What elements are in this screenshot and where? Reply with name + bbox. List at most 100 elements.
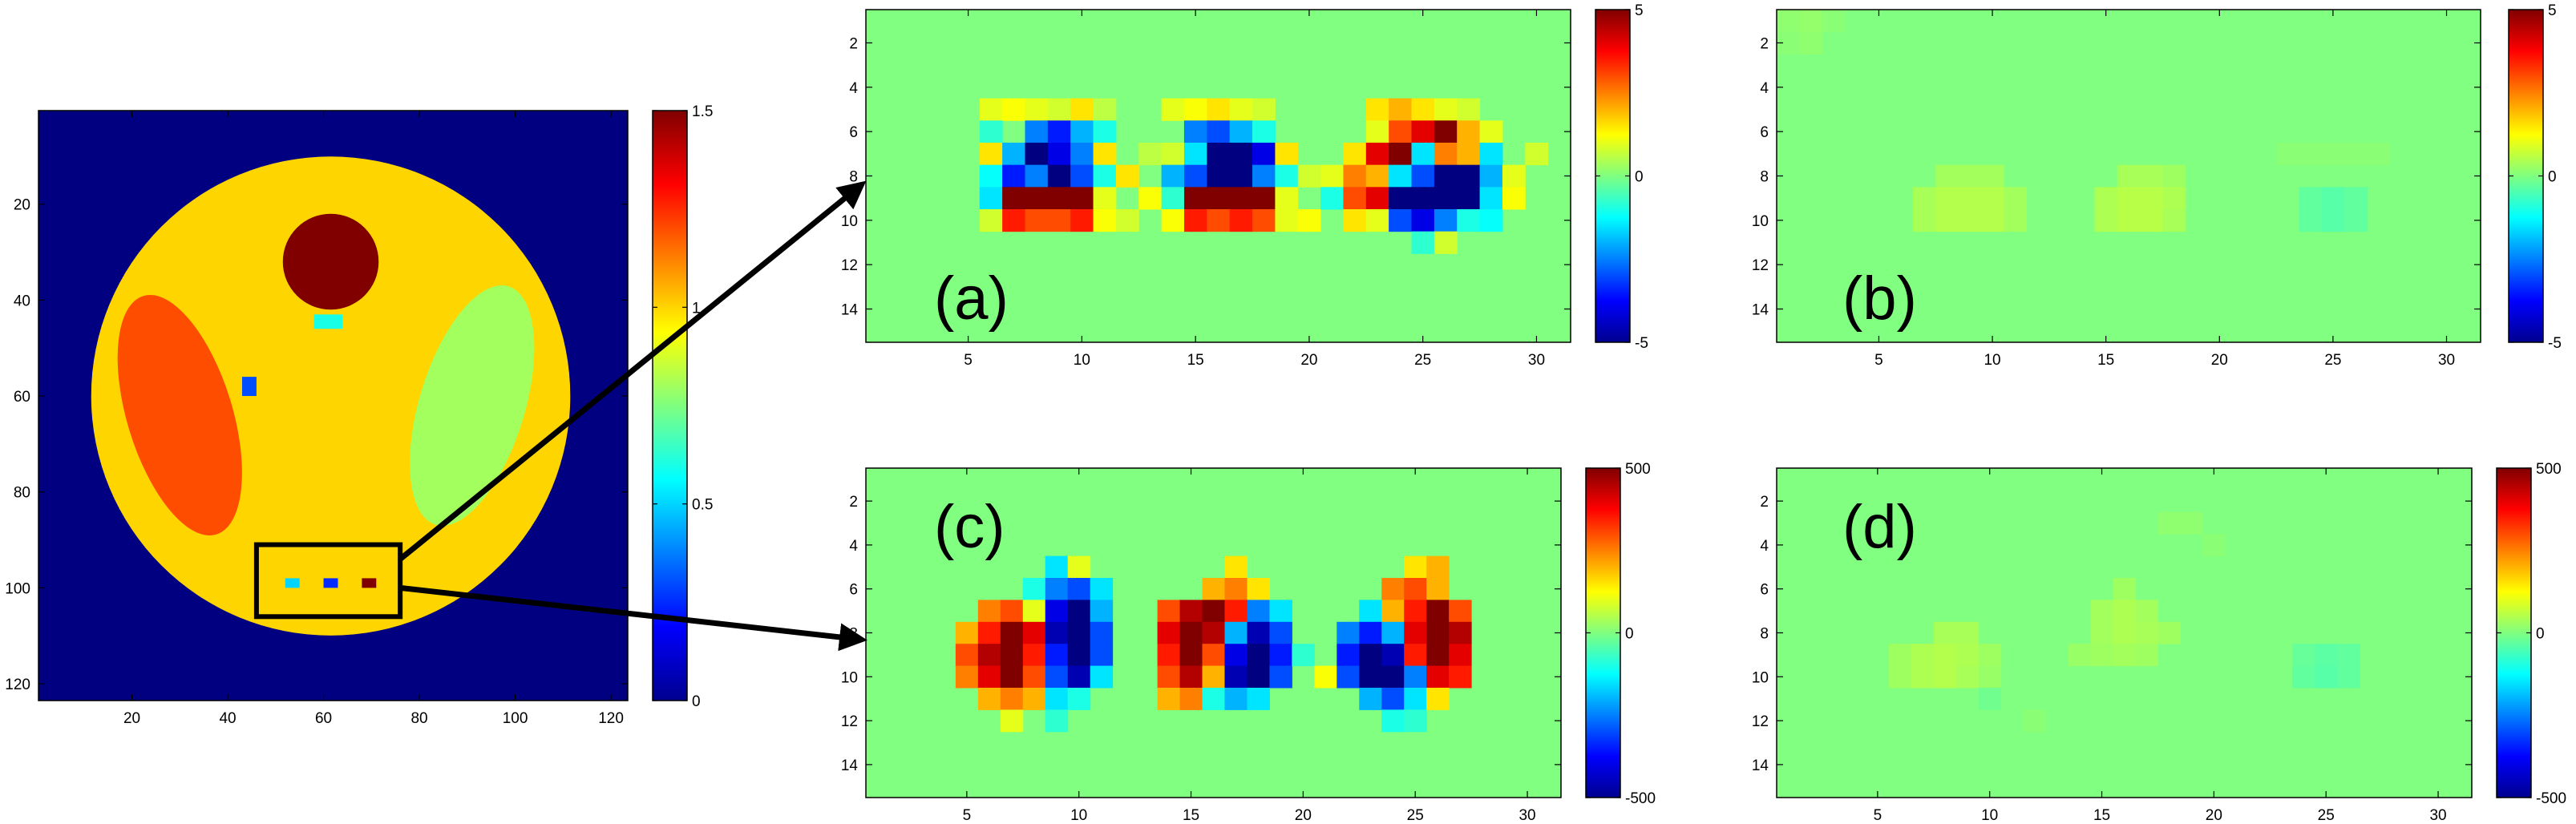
y-tick-label: 8	[1760, 626, 1769, 643]
panel-a-cell	[979, 120, 1003, 143]
panel-b-cell	[2321, 209, 2345, 232]
panel-c-cell	[955, 621, 979, 644]
panel-a-cell	[1183, 143, 1207, 166]
panel-b-cell	[1935, 164, 1959, 188]
y-tick-label: 6	[1760, 582, 1769, 599]
panel-a-cell	[1070, 143, 1094, 166]
panel-c-cell	[1157, 600, 1181, 623]
panel-c-cell	[1202, 688, 1225, 710]
panel-c-cell	[1449, 621, 1472, 644]
panel-a-cell	[1320, 164, 1344, 188]
panel-c-cell	[1022, 665, 1046, 689]
panel-c-cell	[1022, 600, 1046, 623]
panel-a-cell	[1070, 120, 1094, 143]
panel-c-cell	[1247, 578, 1270, 600]
panel-a-cell	[1434, 98, 1458, 121]
panel-a-cell	[1025, 98, 1049, 121]
panel-a-cell	[1457, 164, 1481, 188]
panel-a-cell	[1389, 120, 1413, 143]
panel-a-cell	[979, 209, 1003, 232]
panel-c-cell	[1292, 644, 1315, 667]
panel-a-cell	[1434, 164, 1458, 188]
x-tick-label: 10	[1074, 352, 1090, 369]
colorbar-tick-label: 0	[2536, 626, 2545, 643]
panel-c-cell	[1067, 555, 1091, 579]
panel-a-cell	[1275, 209, 1299, 232]
panel-b-cell	[2140, 187, 2163, 210]
panel-a-cell	[1047, 143, 1071, 166]
panel-a-cell	[1297, 164, 1321, 188]
panel-a-cell	[1297, 209, 1321, 232]
panel-d-cell	[2090, 621, 2114, 644]
panel-c-cell	[1067, 621, 1091, 644]
panel-a-cell	[1229, 209, 1253, 232]
panel-a-cell	[1229, 164, 1253, 188]
panel-c-cell	[1426, 600, 1450, 623]
panel-b-cell	[2162, 164, 2186, 188]
colorbar-tick-label: 0	[1635, 169, 1644, 186]
panel-b-heatmap	[1777, 10, 2481, 342]
panel-c-cell	[1000, 688, 1024, 710]
zoom-annotations	[253, 180, 867, 652]
panel-c-cell	[1269, 621, 1292, 644]
panel-c-cell	[1000, 600, 1024, 623]
panel-c-cell	[1090, 665, 1114, 689]
panel-c-cell	[1045, 578, 1069, 600]
y-tick-label: 12	[1752, 257, 1769, 274]
panel-b-label: (b)	[1842, 265, 1917, 333]
panel-c-cell	[1359, 665, 1382, 689]
panel-c-cell	[1449, 665, 1472, 689]
panel-a-cell	[1434, 231, 1458, 254]
x-tick-label: 15	[1183, 807, 1199, 824]
y-tick-label: 10	[841, 669, 858, 686]
panel-d-cell	[1955, 665, 1980, 689]
x-tick-label: 120	[598, 710, 624, 727]
panel-d-cell	[2315, 644, 2338, 667]
panel-c-cell	[1045, 644, 1069, 667]
panel-a: 5 10 15 20 25 30 2 4 6 8 10 12 14 -5 0 5 (a)	[841, 2, 1648, 369]
panel-b-cell	[2299, 143, 2323, 166]
panel-d-cell	[2292, 644, 2315, 667]
panel-a-cell	[1275, 143, 1299, 166]
panel-c-cell	[1067, 600, 1091, 623]
panel-b-cell	[2344, 187, 2368, 210]
y-tick-label: 4	[1760, 80, 1769, 97]
panel-a-label: (a)	[934, 265, 1009, 333]
panel-d-cell	[1955, 644, 1980, 667]
panel-c-cell	[1090, 644, 1114, 667]
panel-a-cell	[1207, 209, 1231, 232]
panel-d-cell	[1933, 644, 1957, 667]
x-tick-label: 15	[1187, 352, 1204, 369]
panel-d-cell	[2113, 621, 2136, 644]
panel-b-colorbar	[2508, 9, 2544, 343]
panel-c-cell	[1224, 644, 1248, 667]
panel-a-cell	[1343, 187, 1367, 210]
panel-b-cell	[2140, 164, 2163, 188]
panel-b-cell	[2367, 143, 2391, 166]
panel-a-cell	[1252, 164, 1276, 188]
x-tick-label: 20	[1300, 352, 1317, 369]
panel-c-cell	[1359, 688, 1382, 710]
y-tick-label: 10	[1752, 669, 1769, 686]
panel-c-cell	[1202, 578, 1225, 600]
panel-d-cell	[2090, 600, 2114, 623]
phantom-axes-frame	[38, 110, 629, 701]
panel-c-cell	[1202, 665, 1225, 689]
panel-a-cell	[1252, 98, 1276, 121]
panel-c-cell	[1157, 644, 1181, 667]
panel-c-cell	[977, 665, 1001, 689]
panel-a-cell	[1365, 98, 1389, 121]
panel-a-cell	[1161, 209, 1185, 232]
panel-a-cell	[1207, 98, 1231, 121]
colorbar-tick-label: 1	[692, 300, 701, 317]
panel-c-cell	[1404, 709, 1427, 733]
phantom-shape-rect-8	[362, 578, 377, 588]
panel-c-cell	[1404, 578, 1427, 600]
panel-d-cell	[1933, 665, 1957, 689]
phantom-shape-rect-6	[285, 578, 300, 588]
panel-c-colorbar	[1585, 467, 1621, 798]
panel-b: 5 10 15 20 25 30 2 4 6 8 10 12 14 -5 0 5 (b)	[1752, 2, 2562, 369]
panel-c-cell	[1202, 644, 1225, 667]
panel-a-cell	[1047, 164, 1071, 188]
